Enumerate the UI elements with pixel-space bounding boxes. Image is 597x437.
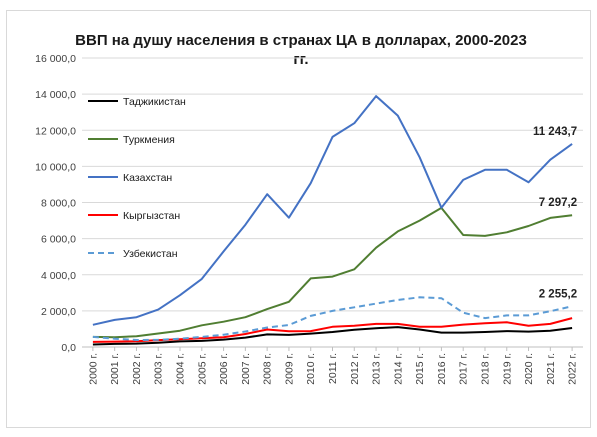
data-label: 11 243,7	[533, 126, 577, 138]
series-line	[92, 326, 573, 346]
legend-label: Туркмения	[123, 134, 175, 146]
x-tick-label: 2019 г.	[501, 353, 513, 385]
legend-label: Казахстан	[123, 172, 172, 184]
x-tick-label: 2013 г.	[371, 353, 383, 385]
x-axis-ticks: 2000 г. 2001 г. 2002 г. 2003 г. 2004 г. 2005 …	[87, 347, 579, 385]
series-line	[92, 95, 573, 326]
legend-label: Кыргызстан	[123, 210, 180, 222]
x-tick-label: 2011 г.	[327, 353, 339, 384]
x-tick-label: 2004 г.	[175, 353, 187, 385]
x-tick-label: 2017 г.	[458, 353, 470, 385]
y-tick-label: 6 000,0	[41, 234, 76, 246]
x-tick-label: 2003 г.	[153, 353, 165, 385]
gridlines	[82, 57, 583, 348]
y-tick-label: 8 000,0	[41, 198, 76, 210]
x-tick-label: 2015 г.	[414, 353, 426, 385]
x-tick-label: 2010 г.	[305, 353, 317, 385]
y-tick-label: 16 000,0	[35, 53, 76, 65]
data-label: 7 297,2	[539, 197, 577, 209]
y-axis-ticks: 0,0 2 000,0 4 000,0 6 000,0 8 000,0 10 000,0 1…	[35, 53, 76, 354]
x-tick-label: 2021 г.	[545, 353, 557, 385]
y-tick-label: 14 000,0	[35, 89, 76, 101]
chart-title-line2: гг.	[293, 51, 308, 68]
x-tick-label: 2009 г.	[283, 353, 295, 385]
x-tick-label: 2020 г.	[523, 353, 535, 385]
data-label: 2 255,2	[539, 288, 577, 300]
x-tick-label: 2002 г.	[131, 353, 143, 385]
y-tick-label: 4 000,0	[41, 270, 76, 282]
y-tick-label: 0,0	[61, 342, 76, 354]
x-tick-label: 2018 г.	[479, 353, 491, 385]
series-line	[92, 317, 573, 343]
x-tick-label: 2022 г.	[567, 353, 579, 385]
x-tick-label: 2012 г.	[349, 353, 361, 385]
y-tick-label: 2 000,0	[41, 306, 76, 318]
x-tick-label: 2008 г.	[262, 353, 274, 385]
x-tick-label: 2005 г.	[196, 353, 208, 385]
series-line	[92, 296, 573, 341]
x-tick-label: 2016 г.	[436, 353, 448, 385]
chart-frame	[6, 10, 591, 428]
legend: Таджикистан Туркмения Казахстан Кыргызстан У…	[88, 96, 186, 260]
x-tick-label: 2000 г.	[87, 353, 99, 385]
legend-label: Узбекистан	[123, 248, 178, 260]
data-annotations: 11 243,7 7 297,2 2 255,2	[533, 126, 577, 300]
y-tick-label: 12 000,0	[35, 125, 76, 137]
x-tick-label: 2001 г.	[109, 353, 121, 385]
series-line	[92, 206, 573, 339]
x-tick-label: 2014 г.	[392, 353, 404, 385]
chart-title-line1: ВВП на душу населения в странах ЦА в дол…	[75, 32, 527, 49]
y-tick-label: 10 000,0	[35, 161, 76, 173]
series-lines	[92, 95, 573, 346]
legend-label: Таджикистан	[123, 96, 186, 108]
x-tick-label: 2006 г.	[218, 353, 230, 385]
x-tick-label: 2007 г.	[240, 353, 252, 385]
